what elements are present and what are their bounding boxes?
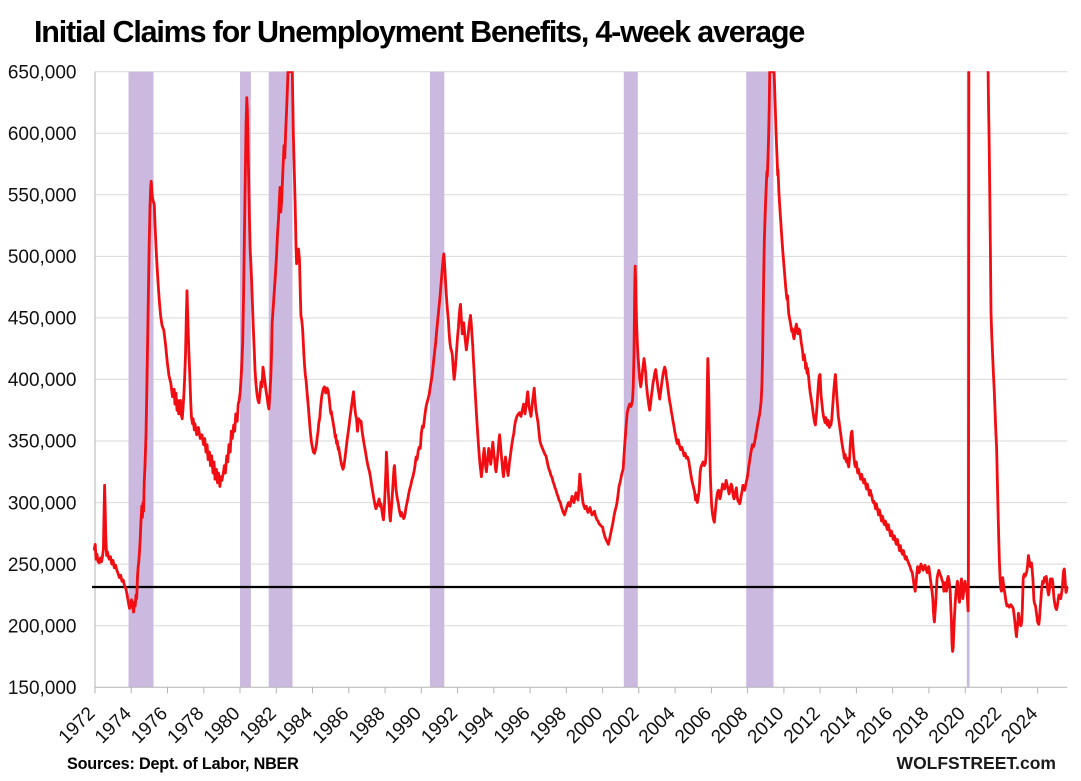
svg-text:550,000: 550,000 [8,186,77,207]
svg-text:1980: 1980 [200,703,245,748]
svg-text:2016: 2016 [852,703,897,748]
svg-text:2024: 2024 [997,703,1042,748]
svg-text:200,000: 200,000 [8,616,77,637]
svg-text:1978: 1978 [164,703,209,748]
svg-text:2010: 2010 [744,703,789,748]
svg-text:1984: 1984 [272,703,317,748]
svg-text:2012: 2012 [780,703,825,748]
svg-text:2018: 2018 [889,703,934,748]
svg-text:2014: 2014 [816,703,861,748]
svg-text:2008: 2008 [707,703,752,748]
svg-text:400,000: 400,000 [8,370,77,391]
svg-text:1974: 1974 [91,703,136,748]
svg-text:300,000: 300,000 [8,493,77,514]
svg-text:2022: 2022 [961,703,1006,748]
svg-text:2006: 2006 [671,703,716,748]
svg-text:1996: 1996 [490,703,535,748]
svg-text:450,000: 450,000 [8,309,77,330]
svg-text:1994: 1994 [454,703,499,748]
svg-text:2000: 2000 [562,703,607,748]
svg-text:1976: 1976 [127,703,172,748]
svg-text:2020: 2020 [925,703,970,748]
svg-text:500,000: 500,000 [8,247,77,268]
svg-text:1986: 1986 [309,703,354,748]
svg-text:150,000: 150,000 [8,678,77,699]
svg-text:1990: 1990 [381,703,426,748]
svg-text:1998: 1998 [526,703,571,748]
svg-text:1988: 1988 [345,703,390,748]
svg-text:1992: 1992 [417,703,462,748]
svg-text:1982: 1982 [236,703,281,748]
svg-text:1972: 1972 [55,703,100,748]
svg-text:250,000: 250,000 [8,555,77,576]
svg-text:2002: 2002 [599,703,644,748]
svg-text:650,000: 650,000 [8,62,77,83]
svg-text:600,000: 600,000 [8,124,77,145]
svg-text:2004: 2004 [635,703,680,748]
svg-text:350,000: 350,000 [8,432,77,453]
